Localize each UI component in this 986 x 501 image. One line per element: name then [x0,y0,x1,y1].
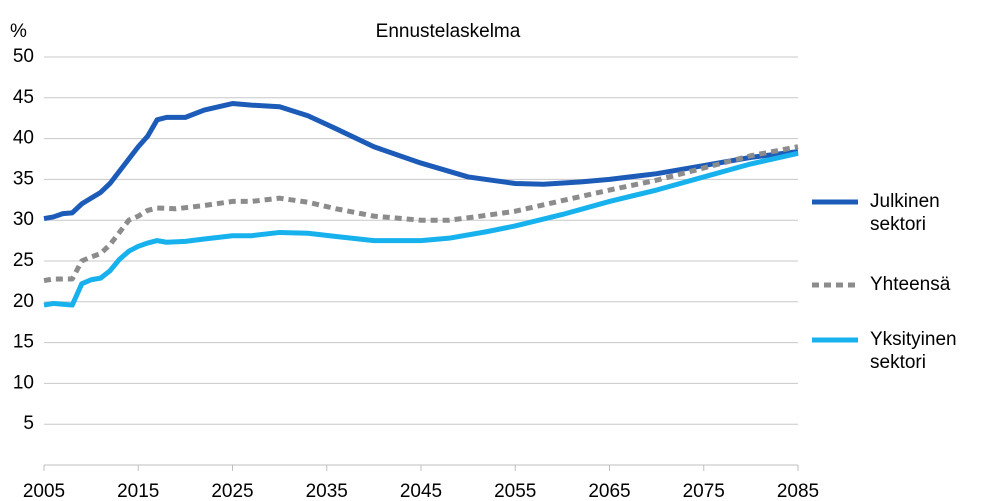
y-tick-label: 40 [13,128,34,149]
x-tick-label: 2055 [494,481,536,501]
series-line [43,144,799,284]
y-tick-label: 25 [13,250,34,271]
y-tick-label: 30 [13,209,34,230]
y-tick-label: 20 [13,291,34,312]
y-tick-label: 5 [23,413,34,434]
series-line [43,150,799,308]
legend-label: Yksityinen sektori [870,329,957,373]
legend-label: Julkinen sektori [870,191,940,235]
y-tick-label: 15 [13,332,34,353]
y-tick-label: 35 [13,168,34,189]
y-axis-label: % [10,21,27,42]
x-tick-label: 2035 [306,481,348,501]
y-tick-label: 45 [13,87,34,108]
y-tick-label: 10 [13,372,34,393]
legend-label: Yhteensä [870,274,951,295]
x-tick-label: 2025 [211,481,253,501]
x-tick-label: 2075 [683,481,725,501]
chart-title: Ennustelaskelma [376,21,521,42]
x-tick-label: 2045 [400,481,442,501]
series-line [43,101,799,222]
x-tick-label: 2085 [777,481,819,501]
x-tick-label: 2065 [588,481,630,501]
x-tick-label: 2015 [117,481,159,501]
y-tick-label: 50 [13,46,34,67]
x-tick-label: 2005 [23,481,65,501]
